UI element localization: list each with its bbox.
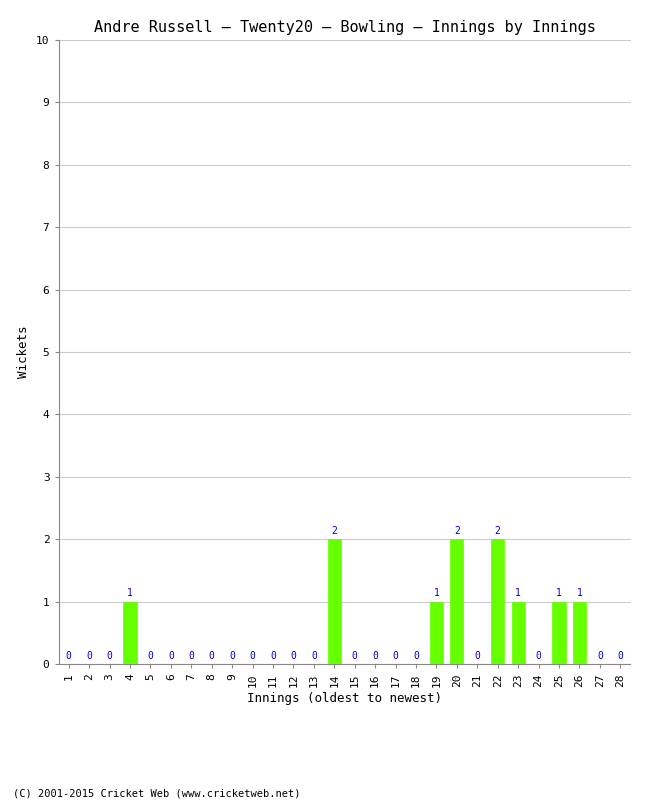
Text: 2: 2 — [495, 526, 501, 536]
Text: 1: 1 — [434, 589, 439, 598]
Title: Andre Russell – Twenty20 – Bowling – Innings by Innings: Andre Russell – Twenty20 – Bowling – Inn… — [94, 20, 595, 34]
X-axis label: Innings (oldest to newest): Innings (oldest to newest) — [247, 692, 442, 705]
Text: 1: 1 — [556, 589, 562, 598]
Text: 2: 2 — [454, 526, 460, 536]
Bar — [491, 539, 504, 664]
Bar — [573, 602, 586, 664]
Bar — [552, 602, 566, 664]
Text: 0: 0 — [536, 651, 541, 661]
Text: (C) 2001-2015 Cricket Web (www.cricketweb.net): (C) 2001-2015 Cricket Web (www.cricketwe… — [13, 788, 300, 798]
Text: 0: 0 — [393, 651, 398, 661]
Text: 0: 0 — [250, 651, 255, 661]
Bar — [512, 602, 525, 664]
Text: 1: 1 — [515, 589, 521, 598]
Text: 0: 0 — [107, 651, 112, 661]
Text: 0: 0 — [209, 651, 214, 661]
Text: 0: 0 — [413, 651, 419, 661]
Text: 0: 0 — [311, 651, 317, 661]
Bar — [124, 602, 136, 664]
Text: 0: 0 — [168, 651, 174, 661]
Text: 0: 0 — [270, 651, 276, 661]
Y-axis label: Wickets: Wickets — [18, 326, 31, 378]
Text: 0: 0 — [148, 651, 153, 661]
Text: 0: 0 — [86, 651, 92, 661]
Bar — [450, 539, 463, 664]
Text: 0: 0 — [291, 651, 296, 661]
Text: 0: 0 — [229, 651, 235, 661]
Text: 0: 0 — [66, 651, 72, 661]
Text: 0: 0 — [474, 651, 480, 661]
Bar — [328, 539, 341, 664]
Text: 0: 0 — [597, 651, 603, 661]
Text: 1: 1 — [577, 589, 582, 598]
Text: 0: 0 — [188, 651, 194, 661]
Text: 0: 0 — [372, 651, 378, 661]
Text: 0: 0 — [618, 651, 623, 661]
Text: 2: 2 — [332, 526, 337, 536]
Bar — [430, 602, 443, 664]
Text: 0: 0 — [352, 651, 358, 661]
Text: 1: 1 — [127, 589, 133, 598]
